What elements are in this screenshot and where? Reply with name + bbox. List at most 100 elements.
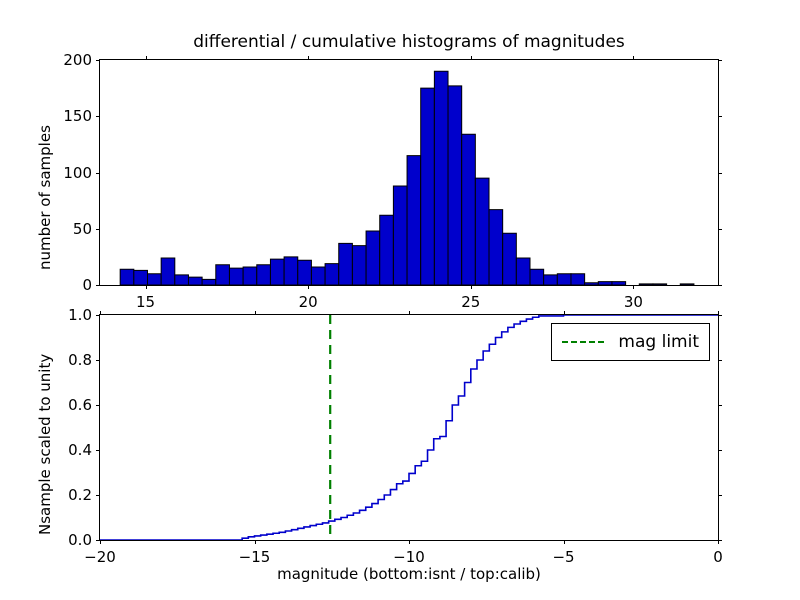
- x-tick-mark: [254, 540, 256, 544]
- x-tick-mark: [470, 285, 472, 289]
- y-tick-label: 0.4: [68, 441, 92, 459]
- figure-title: differential / cumulative histograms of …: [193, 32, 625, 52]
- histogram-bar: [119, 268, 135, 285]
- histogram-bar: [160, 257, 176, 285]
- histogram-bar: [283, 256, 299, 285]
- histogram-bar: [351, 245, 367, 285]
- histogram-bar: [447, 85, 463, 285]
- y-tick-mark: [96, 116, 100, 118]
- y-axis-label-bottom: Nsample scaled to unity: [36, 353, 54, 535]
- histogram-bar: [146, 273, 162, 285]
- histogram-bar: [201, 278, 217, 285]
- y-tick-label: 1.0: [68, 306, 92, 324]
- histogram-bar: [502, 232, 517, 285]
- y-tick-label: 200: [63, 51, 92, 69]
- y-tick-mark: [96, 405, 100, 406]
- x-tick-label: 20: [298, 293, 318, 311]
- y-tick-label: 0.2: [68, 486, 92, 504]
- histogram-bar: [474, 177, 490, 285]
- histogram-bar: [215, 264, 230, 285]
- histogram-bar: [256, 264, 271, 285]
- x-tick-label: −15: [238, 548, 271, 566]
- histogram-bar: [187, 276, 203, 285]
- histogram-bar: [420, 87, 435, 285]
- histogram-bar: [269, 258, 285, 285]
- y-tick-mark: [718, 285, 722, 286]
- histogram-bar: [310, 266, 326, 285]
- y-tick-label: 150: [63, 107, 92, 126]
- histogram-bar: [597, 281, 613, 285]
- y-tick-mark: [96, 495, 100, 496]
- differential-histogram-plot-area: [100, 60, 718, 285]
- x-tick-mark: [100, 540, 101, 544]
- x-tick-mark: [308, 285, 310, 289]
- x-tick-mark: [563, 540, 565, 544]
- y-tick-mark: [96, 60, 100, 61]
- histogram-bar: [338, 242, 353, 285]
- histogram-bar: [406, 155, 422, 285]
- y-tick-mark: [96, 315, 100, 316]
- y-tick-mark: [96, 450, 100, 451]
- histogram-bar: [365, 230, 381, 285]
- histogram-bar: [297, 259, 312, 285]
- x-tick-mark: [308, 56, 310, 60]
- x-tick-mark: [470, 56, 472, 60]
- x-tick-label: −10: [393, 548, 425, 566]
- histogram-bar: [133, 269, 148, 285]
- x-tick-mark: [254, 311, 256, 315]
- x-axis-label: magnitude (bottom:isnt / top:calib): [277, 565, 541, 583]
- y-tick-label: 50: [72, 219, 92, 238]
- x-tick-mark: [718, 540, 719, 544]
- legend-entry-label: mag limit: [618, 332, 699, 352]
- x-tick-label: 30: [623, 293, 643, 311]
- y-tick-mark: [96, 285, 100, 286]
- histogram-bar: [584, 282, 599, 285]
- histogram-bar: [570, 273, 586, 285]
- histogram-bar: [638, 283, 654, 285]
- y-tick-mark: [96, 228, 100, 230]
- differential-histogram-axes: 15 20 25 30 0 50 100 150 200: [63, 51, 722, 311]
- cumulative-histogram-axes: mag limit −20 −15 −10 −5 0 0.0 0.2 0.4 0.6 0.8 1.0: [68, 306, 723, 566]
- y-tick-label: 0: [82, 276, 92, 294]
- y-tick-mark: [718, 450, 722, 451]
- histogram-bar: [379, 214, 394, 285]
- histogram-bar: [556, 273, 572, 285]
- histogram-bar: [611, 281, 627, 285]
- y-tick-mark: [96, 540, 100, 541]
- y-tick-label: 0.0: [68, 531, 92, 549]
- x-tick-label: 25: [461, 293, 481, 311]
- x-tick-mark: [563, 311, 565, 315]
- y-tick-mark: [718, 60, 722, 61]
- y-tick-mark: [718, 540, 722, 541]
- histogram-bar: [652, 283, 668, 285]
- y-tick-mark: [718, 228, 722, 230]
- histogram-bar: [392, 185, 408, 285]
- x-tick-label: 15: [135, 293, 156, 311]
- cumulative-step-line: [100, 315, 718, 540]
- y-tick-mark: [96, 172, 100, 174]
- y-tick-mark: [96, 360, 100, 361]
- x-tick-mark: [145, 56, 147, 60]
- x-tick-mark: [100, 311, 101, 315]
- x-tick-mark: [145, 285, 147, 289]
- y-axis-label-top: number of samples: [36, 125, 54, 270]
- mag-limit-line-swatch-icon: [562, 341, 605, 343]
- histogram-bar: [433, 70, 449, 285]
- y-tick-mark: [718, 360, 722, 361]
- x-tick-mark: [718, 311, 719, 315]
- y-tick-label: 0.8: [68, 351, 92, 369]
- cumulative-curve: [100, 315, 718, 540]
- y-tick-mark: [718, 315, 722, 316]
- histogram-bars: [119, 70, 695, 285]
- y-tick-mark: [718, 405, 722, 406]
- x-tick-mark: [409, 540, 410, 544]
- histogram-bar: [324, 263, 340, 285]
- x-tick-mark: [409, 311, 410, 315]
- x-tick-label: −20: [84, 548, 116, 566]
- x-tick-mark: [633, 285, 635, 289]
- y-tick-mark: [718, 116, 722, 118]
- histogram-bar: [543, 274, 558, 285]
- y-tick-label: 100: [63, 163, 92, 182]
- y-tick-label: 0.6: [68, 396, 92, 414]
